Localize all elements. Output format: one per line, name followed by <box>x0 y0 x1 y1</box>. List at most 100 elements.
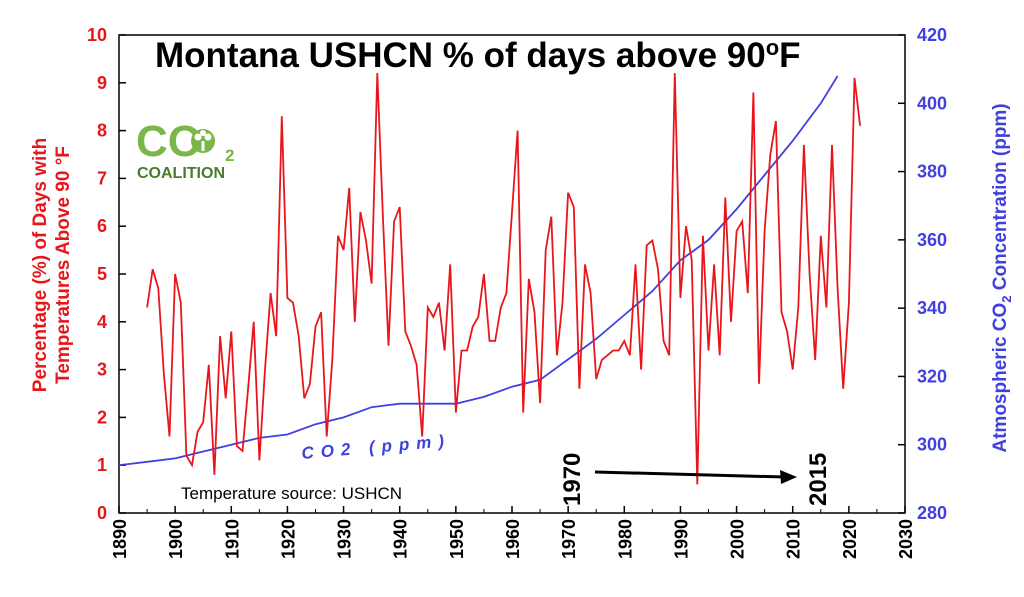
temperature-point <box>332 359 334 361</box>
co2-curve-label: CO2 (ppm) <box>301 431 452 463</box>
co2-point <box>624 314 626 316</box>
temperature-point <box>489 340 491 342</box>
temperature-point <box>770 154 772 156</box>
co2-point <box>399 403 401 405</box>
temperature-point <box>191 464 193 466</box>
temperature-point <box>803 144 805 146</box>
y-left-tick-label: 8 <box>97 121 107 141</box>
temperature-point <box>758 383 760 385</box>
temperature-point <box>640 369 642 371</box>
co2-point <box>736 208 738 210</box>
temperature-point <box>354 321 356 323</box>
temperature-point <box>231 331 233 333</box>
data-marks <box>118 72 861 485</box>
temperature-point <box>242 450 244 452</box>
co2-point <box>202 451 204 453</box>
y-right-tick-label: 320 <box>917 366 947 386</box>
temperature-point <box>438 302 440 304</box>
temperature-point <box>388 345 390 347</box>
temperature-point <box>562 302 564 304</box>
temperature-point <box>663 340 665 342</box>
co2-point <box>315 423 317 425</box>
temperature-point <box>225 398 227 400</box>
temperature-point <box>652 240 654 242</box>
temperature-point <box>180 302 182 304</box>
temperature-point <box>612 350 614 352</box>
temperature-point <box>500 307 502 309</box>
temperature-point <box>781 311 783 313</box>
temperature-point <box>270 292 272 294</box>
temperature-point <box>377 72 379 74</box>
co2-point <box>567 359 569 361</box>
temperature-point <box>405 331 407 333</box>
temperature-point <box>186 455 188 457</box>
temperature-point <box>590 292 592 294</box>
temperature-point <box>146 307 148 309</box>
y-left-tick-label: 5 <box>97 264 107 284</box>
temperature-point <box>253 321 255 323</box>
y-left-tick-label: 1 <box>97 455 107 475</box>
temperature-point <box>719 355 721 357</box>
temperature-point <box>848 302 850 304</box>
co2-point <box>259 437 261 439</box>
temperature-point <box>455 412 457 414</box>
temperature-point <box>506 292 508 294</box>
y-left-tick-label: 2 <box>97 407 107 427</box>
temperature-point <box>393 221 395 223</box>
co2-point <box>231 444 233 446</box>
trend-arrow-shaft <box>594 470 785 479</box>
temperature-point <box>859 125 861 127</box>
temperature-point <box>545 249 547 251</box>
y-left-tick-label: 7 <box>97 168 107 188</box>
temperature-point <box>461 350 463 352</box>
temperature-point <box>730 321 732 323</box>
temperature-point <box>348 187 350 189</box>
temperature-point <box>826 307 828 309</box>
temperature-point <box>214 474 216 476</box>
temperature-point <box>685 225 687 227</box>
chart-title-degree: o <box>766 35 779 60</box>
temperature-point <box>511 211 513 213</box>
temperature-point <box>624 340 626 342</box>
x-tick-label: 2000 <box>728 519 748 559</box>
temperature-point <box>399 206 401 208</box>
temperature-point <box>236 445 238 447</box>
temperature-point <box>202 421 204 423</box>
co2-point <box>371 406 373 408</box>
temperature-point <box>219 335 221 337</box>
x-tick-label: 1930 <box>335 519 355 559</box>
temperature-point <box>416 364 418 366</box>
x-tick-label: 2010 <box>784 519 804 559</box>
right-axis-title-sub: 2 <box>999 295 1014 302</box>
y-left-tick-label: 6 <box>97 216 107 236</box>
co2-point <box>708 239 710 241</box>
co2-series-line <box>118 75 839 467</box>
temperature-point <box>315 326 317 328</box>
co2-point <box>595 338 597 340</box>
temperature-point <box>449 264 451 266</box>
temperature-point <box>775 120 777 122</box>
temperature-point <box>579 388 581 390</box>
chart-title-main: Montana USHCN % of days above 90 <box>155 36 766 75</box>
temperature-point <box>528 278 530 280</box>
trend-arrow-head <box>780 470 797 484</box>
temperature-point <box>472 326 474 328</box>
x-tick-label: 2020 <box>840 519 860 559</box>
temperature-point <box>697 484 699 486</box>
temperature-point <box>478 316 480 318</box>
temperature-point <box>584 264 586 266</box>
temperature-point <box>320 311 322 313</box>
x-tick-label: 2030 <box>896 519 916 559</box>
x-tick-label: 1920 <box>278 519 298 559</box>
temperature-point <box>601 359 603 361</box>
left-axis-title-line2: Temperatures Above 90 °F <box>53 146 74 384</box>
temperature-point <box>551 216 553 218</box>
logo-caption: COALITION <box>137 165 225 182</box>
x-tick-label: 1890 <box>110 519 130 559</box>
x-tick-label: 1940 <box>391 519 411 559</box>
temperature-point <box>365 240 367 242</box>
y-right-tick-label: 420 <box>917 25 947 45</box>
temperature-point <box>298 335 300 337</box>
co2-point <box>118 464 120 466</box>
